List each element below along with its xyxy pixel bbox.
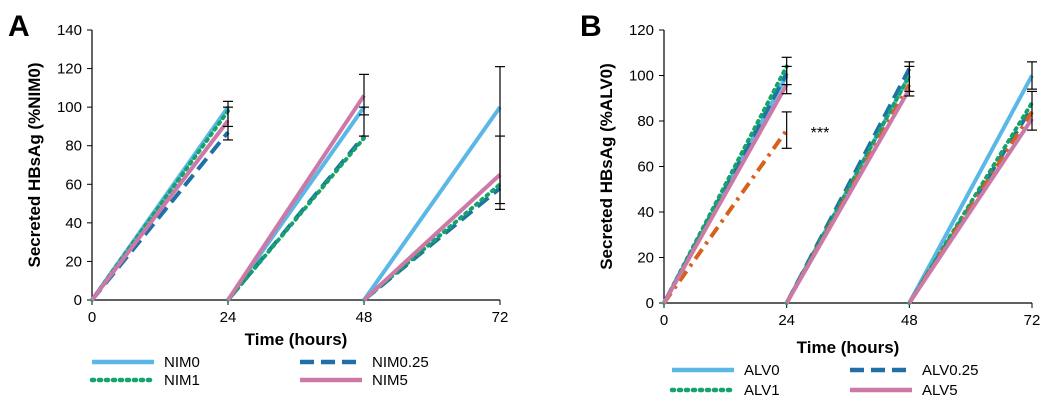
series-line-NIM5-seg-2	[362, 173, 502, 302]
y-tick-label: 140	[57, 22, 82, 39]
legend-label-ALV5: ALV5	[922, 382, 958, 399]
y-tick-label: 60	[65, 176, 82, 193]
chart-panel-b: B 0 20 40 60 80 100 120 0 24 48 72 Time (hours) Secre…	[580, 10, 1040, 399]
y-axis-title: Secreted HBsAg (%NIM0)	[25, 63, 44, 268]
panel-letter: A	[8, 10, 30, 43]
series-line-NIM0.25-seg-0	[90, 130, 230, 302]
series-line-ALV0-seg-2	[907, 74, 1034, 304]
series-line-NIM5-seg-0	[90, 119, 230, 302]
y-tick-label: 40	[65, 215, 82, 232]
x-tick-label: 24	[778, 312, 795, 329]
legend-label-NIM5: NIM5	[372, 372, 408, 389]
series-line-ALV5-seg-2	[907, 117, 1034, 305]
y-tick-label: 20	[637, 250, 654, 267]
x-tick-label: 48	[356, 309, 373, 326]
legend: ALV0 ALV0.25 ALV1 ALV5	[669, 362, 978, 399]
legend-label-ALV0.25: ALV0.25	[922, 362, 978, 379]
legend: NIM0 NIM0.25 NIM1 NIM5	[89, 354, 429, 389]
x-tick-label: 72	[492, 309, 509, 326]
panel-letter: B	[580, 10, 602, 43]
x-tick-label: 24	[220, 309, 237, 326]
y-axis-title: Secreted HBsAg (%ALV0)	[597, 63, 616, 270]
legend-label-ALV1: ALV1	[744, 382, 780, 399]
x-tick-label: 0	[88, 309, 96, 326]
series-line-NIM0-seg-2	[362, 105, 502, 302]
significance-annotation: ***	[811, 125, 830, 142]
y-tick-label: 80	[637, 113, 654, 130]
y-tick-label: 40	[637, 204, 654, 221]
y-tick-label: 80	[65, 138, 82, 155]
y-tick-label: 20	[65, 253, 82, 270]
y-tick-label: 120	[57, 61, 82, 78]
chart-panel-a: A 0 20 40 60 80 100 120 140 0 24 48 72 Time (hours) Se…	[8, 10, 508, 389]
x-axis-title: Time (hours)	[797, 338, 900, 357]
x-tick-label: 0	[660, 312, 668, 329]
legend-label-NIM1: NIM1	[164, 372, 200, 389]
y-tick-label: 100	[629, 68, 654, 85]
series-line-ALV5-seg-0	[662, 83, 789, 304]
series-line-NIM1-seg-1	[226, 136, 366, 302]
series-line-NIM5-seg-1	[226, 94, 366, 302]
y-tick-label: 120	[629, 22, 654, 39]
legend-label-NIM0.25: NIM0.25	[372, 354, 429, 371]
series-line-ALV5-seg-1	[784, 88, 912, 304]
y-tick-label: 0	[74, 292, 82, 309]
series-line-ALV1-seg-2	[907, 100, 1034, 305]
y-tick-label: 0	[646, 295, 654, 312]
legend-label-ALV0: ALV0	[744, 362, 780, 379]
legend-label-NIM0: NIM0	[164, 354, 200, 371]
series-line-series-3-seg-0	[662, 128, 789, 305]
x-tick-label: 72	[1024, 312, 1041, 329]
x-axis-title: Time (hours)	[245, 330, 348, 349]
x-tick-label: 48	[901, 312, 918, 329]
y-tick-label: 100	[57, 99, 82, 116]
y-tick-label: 60	[637, 159, 654, 176]
